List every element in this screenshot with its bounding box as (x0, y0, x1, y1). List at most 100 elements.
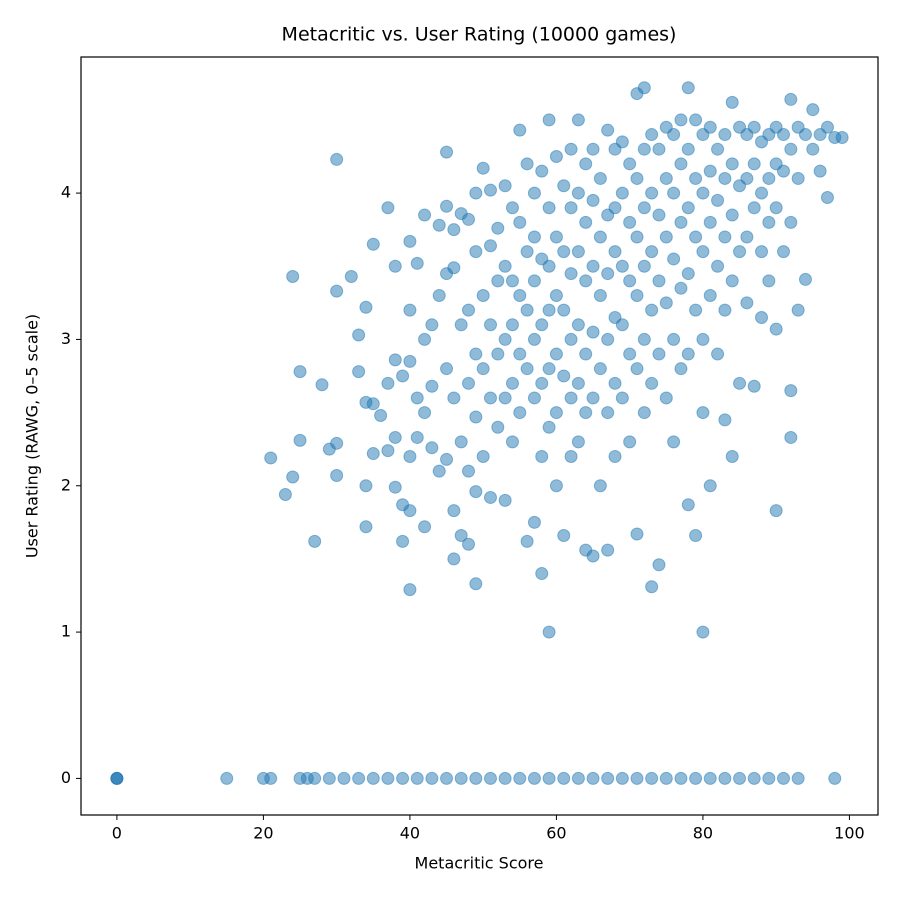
point (615, 259, 629, 273)
point (505, 435, 519, 449)
point (527, 391, 541, 405)
point (564, 391, 578, 405)
point (293, 365, 307, 379)
point (798, 272, 812, 286)
point (527, 515, 541, 529)
point (447, 223, 461, 237)
point (652, 558, 666, 572)
point (703, 164, 717, 178)
point (703, 215, 717, 229)
point (689, 113, 703, 127)
point (403, 354, 417, 368)
point (820, 120, 834, 134)
point (674, 362, 688, 376)
point (777, 245, 791, 259)
point (703, 289, 717, 303)
point (725, 157, 739, 171)
point (403, 234, 417, 248)
point (403, 303, 417, 317)
point (469, 771, 483, 785)
point (601, 771, 615, 785)
point (557, 369, 571, 383)
point (623, 274, 637, 288)
point (615, 391, 629, 405)
point (557, 771, 571, 785)
point (440, 452, 454, 466)
point (718, 128, 732, 142)
point (593, 171, 607, 185)
point (696, 186, 710, 200)
point (659, 771, 673, 785)
point (762, 274, 776, 288)
point (733, 376, 747, 390)
point (681, 498, 695, 512)
x-axis-label: Metacritic Score (415, 854, 544, 873)
point (469, 186, 483, 200)
point (498, 179, 512, 193)
point (498, 332, 512, 346)
point (791, 171, 805, 185)
point (498, 391, 512, 405)
point (608, 376, 622, 390)
point (330, 152, 344, 166)
point (718, 171, 732, 185)
point (784, 92, 798, 106)
point (586, 549, 600, 563)
point (440, 362, 454, 376)
point (352, 365, 366, 379)
point (777, 128, 791, 142)
point (798, 128, 812, 142)
point (711, 193, 725, 207)
point (674, 157, 688, 171)
y-tick-label: 0 (61, 768, 71, 787)
point (659, 391, 673, 405)
point (564, 267, 578, 281)
point (681, 142, 695, 156)
y-axis-label: User Rating (RAWG, 0–5 scale) (23, 314, 42, 558)
point (637, 81, 651, 95)
point (696, 245, 710, 259)
point (674, 215, 688, 229)
point (462, 212, 476, 226)
point (784, 142, 798, 156)
point (601, 406, 615, 420)
point (579, 274, 593, 288)
point (747, 201, 761, 215)
point (645, 245, 659, 259)
point (601, 332, 615, 346)
point (505, 318, 519, 332)
point (571, 245, 585, 259)
point (513, 215, 527, 229)
point (483, 490, 497, 504)
point (586, 325, 600, 339)
point (637, 201, 651, 215)
point (440, 145, 454, 159)
point (403, 504, 417, 518)
point (667, 186, 681, 200)
point (703, 771, 717, 785)
point (645, 303, 659, 317)
point (359, 479, 373, 493)
point (447, 261, 461, 275)
point (689, 230, 703, 244)
point (681, 81, 695, 95)
point (791, 303, 805, 317)
y-tick-label: 4 (61, 183, 71, 202)
point (549, 230, 563, 244)
point (396, 534, 410, 548)
point (535, 567, 549, 581)
point (381, 201, 395, 215)
point (711, 142, 725, 156)
point (696, 332, 710, 346)
point (542, 362, 556, 376)
point (549, 150, 563, 164)
point (564, 332, 578, 346)
point (330, 436, 344, 450)
point (733, 245, 747, 259)
point (454, 435, 468, 449)
point (571, 771, 585, 785)
point (733, 771, 747, 785)
point (110, 771, 124, 785)
point (784, 384, 798, 398)
point (542, 303, 556, 317)
